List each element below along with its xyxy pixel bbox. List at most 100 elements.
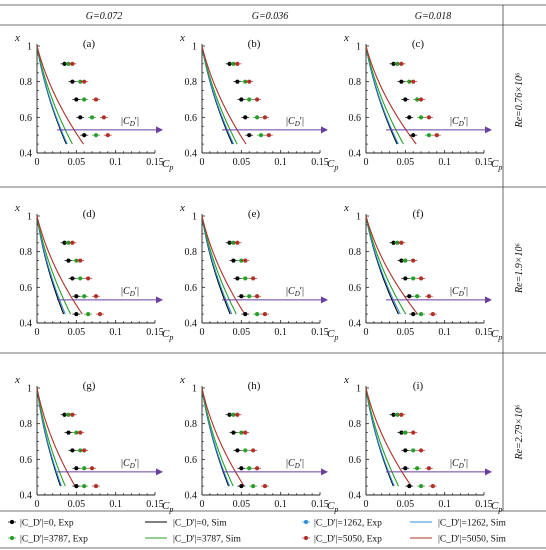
exp-point-cd-0: [235, 448, 240, 453]
x-tick-label: 0: [35, 157, 40, 168]
exp-point-cd-0: [66, 430, 71, 435]
sim-curve-cd-3787: [365, 45, 404, 145]
x-tick-label: 0: [364, 499, 369, 510]
x-tick-label: 0.15: [475, 327, 493, 338]
legend-item: |C_D'|=1262, Exp: [302, 519, 382, 529]
legend-item: |C_D'|=3787, Exp: [8, 535, 88, 545]
exp-point-cd-3787: [78, 276, 83, 281]
exp-point-cd-5050: [251, 276, 256, 281]
exp-point-cd-0: [411, 133, 416, 138]
exp-point-cd-5050: [101, 115, 106, 120]
exp-point-cd-5050: [262, 311, 268, 317]
y-tick-label: 0.4: [20, 149, 33, 160]
exp-point-cd-0: [247, 133, 252, 138]
x-tick-label: 0: [35, 499, 40, 510]
exp-point-cd-0: [78, 115, 83, 120]
y-tick-label: 0.6: [349, 455, 362, 466]
legend-label: |C_D'|=3787, Exp: [20, 535, 88, 545]
x-tick-label: 0.1: [274, 327, 287, 338]
exp-point-cd-3787: [415, 466, 420, 471]
y-tick-label: 0.6: [185, 283, 198, 294]
y-tick-label: 0.8: [185, 77, 198, 88]
exp-point-cd-5050: [78, 258, 83, 263]
x-axis-label: Cp: [327, 328, 338, 342]
y-axis-label: x: [343, 32, 349, 44]
x-tick-label: 0.1: [274, 157, 287, 168]
x-tick-label: 0.1: [109, 157, 122, 168]
x-tick-label: 0.05: [233, 499, 251, 510]
column-header-3: G=0.018: [415, 11, 451, 22]
x-tick-label: 0.05: [68, 499, 86, 510]
y-tick-label: 0.6: [349, 283, 362, 294]
x-axis-label: Cp: [491, 328, 502, 342]
increase-arrow-label: |CD′|: [450, 116, 468, 128]
exp-point-cd-3787: [247, 294, 252, 299]
exp-point-cd-0: [239, 466, 244, 471]
x-tick-label: 0.1: [438, 157, 451, 168]
chart-panel-g: 0 0.05 0.1 0.15 0.4 0.6 0.8 1x Cp (g) |CD′|: [14, 374, 173, 514]
x-tick-label: 0.15: [475, 157, 493, 168]
x-tick-label: 0.05: [233, 157, 251, 168]
y-tick-label: 0.4: [185, 319, 198, 330]
increase-arrow-head: [485, 468, 492, 476]
y-tick-label: 0.6: [20, 283, 33, 294]
exp-point-cd-5050: [243, 258, 248, 263]
exp-point-cd-3787: [93, 133, 99, 138]
exp-point-cd-0: [239, 483, 244, 489]
exp-point-cd-3787: [258, 133, 264, 138]
legend-marker: [9, 519, 15, 525]
legend-item: |C_D'|=0, Sim: [145, 519, 227, 529]
x-tick-label: 0: [35, 327, 40, 338]
x-tick-label: 0.05: [233, 327, 251, 338]
legend: |C_D'|=0, Exp |C_D'|=0, Sim |C_D'|=1262, E…: [8, 519, 506, 545]
exp-point-cd-3787: [82, 483, 87, 489]
exp-point-cd-5050: [235, 61, 240, 66]
exp-point-cd-0: [74, 466, 79, 471]
column-header-1: G=0.072: [86, 11, 122, 22]
y-tick-label: 0.4: [349, 149, 362, 160]
exp-point-cd-3787: [418, 115, 424, 120]
y-tick-label: 0.8: [20, 247, 33, 258]
exp-point-cd-3787: [82, 466, 87, 471]
exp-point-cd-5050: [70, 412, 75, 417]
increase-arrow-head: [156, 296, 163, 304]
y-axis-label: x: [179, 32, 185, 44]
exp-point-cd-3787: [247, 466, 252, 471]
y-tick-label: 1: [192, 384, 197, 395]
exp-point-cd-5050: [399, 240, 404, 245]
x-axis-label: Cp: [162, 158, 173, 172]
exp-point-cd-5050: [235, 412, 240, 417]
exp-point-cd-3787: [82, 294, 87, 299]
legend-label: |C_D'|=0, Sim: [173, 519, 227, 529]
exp-point-cd-3787: [403, 258, 408, 263]
exp-point-cd-5050: [93, 294, 99, 299]
y-axis-label: x: [14, 32, 20, 44]
exp-point-cd-5050: [262, 483, 268, 489]
increase-arrow-label: |CD′|: [121, 116, 139, 128]
exp-point-cd-5050: [430, 311, 435, 317]
y-tick-label: 0.6: [349, 113, 362, 124]
y-tick-label: 1: [356, 42, 361, 53]
exp-point-cd-5050: [254, 97, 260, 102]
exp-point-cd-0: [411, 311, 416, 317]
sim-curve-cd-3787: [36, 215, 72, 315]
panel-label: (b): [248, 38, 261, 50]
exp-point-cd-5050: [89, 466, 95, 471]
exp-point-cd-3787: [251, 483, 256, 489]
exp-point-cd-5050: [78, 430, 83, 435]
x-tick-label: 0.05: [397, 157, 415, 168]
exp-point-cd-5050: [418, 448, 424, 453]
x-tick-label: 0.15: [146, 327, 164, 338]
exp-point-cd-5050: [235, 240, 240, 245]
exp-point-cd-5050: [70, 61, 75, 66]
exp-point-cd-5050: [262, 115, 268, 120]
exp-point-cd-3787: [411, 448, 416, 453]
y-tick-label: 0.4: [20, 319, 33, 330]
legend-marker: [303, 535, 309, 541]
exp-point-cd-0: [235, 79, 240, 84]
exp-point-cd-0: [403, 466, 408, 471]
x-tick-label: 0.1: [438, 499, 451, 510]
panel-label: (h): [248, 380, 261, 392]
increase-arrow-head: [485, 126, 492, 134]
exp-point-cd-3787: [403, 430, 408, 435]
